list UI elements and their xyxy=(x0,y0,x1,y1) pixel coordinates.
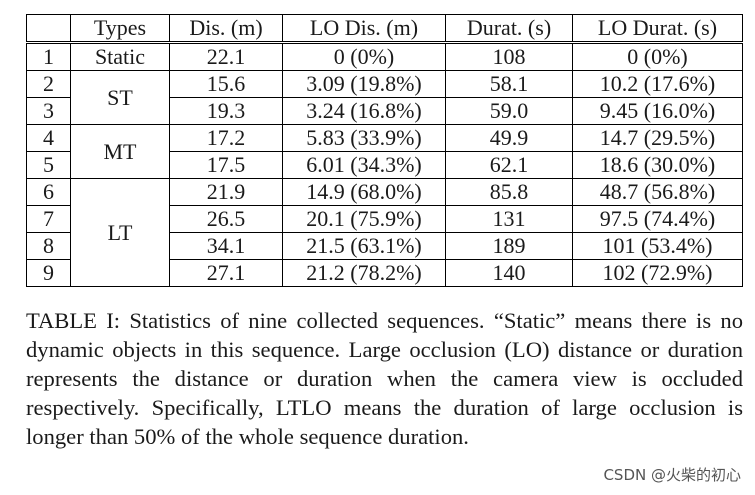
row-type: MT xyxy=(70,124,170,179)
row-distance: 17.2 xyxy=(169,124,283,152)
row-duration: 58.1 xyxy=(445,70,573,98)
row-lo-duration: 18.6 (30.0%) xyxy=(572,151,743,179)
row-lo-duration: 9.45 (16.0%) xyxy=(572,97,743,125)
row-type: ST xyxy=(70,70,170,125)
row-lo-distance: 14.9 (68.0%) xyxy=(282,178,446,206)
header-cell-types: Types xyxy=(70,14,170,43)
statistics-table: Types Dis. (m) LO Dis. (m) Durat. (s) LO… xyxy=(26,14,743,287)
row-index: 3 xyxy=(26,97,71,125)
row-index: 4 xyxy=(26,124,71,152)
row-duration: 189 xyxy=(445,232,573,260)
row-lo-distance: 20.1 (75.9%) xyxy=(282,205,446,233)
row-lo-duration: 14.7 (29.5%) xyxy=(572,124,743,152)
table-row: 3 19.3 3.24 (16.8%) 59.0 9.45 (16.0%) xyxy=(26,97,743,125)
table-row: 8 34.1 21.5 (63.1%) 189 101 (53.4%) xyxy=(26,232,743,260)
row-duration: 131 xyxy=(445,205,573,233)
header-cell-distance: Dis. (m) xyxy=(169,14,283,43)
row-distance: 34.1 xyxy=(169,232,283,260)
row-lo-distance: 6.01 (34.3%) xyxy=(282,151,446,179)
row-distance: 19.3 xyxy=(169,97,283,125)
row-index: 6 xyxy=(26,178,71,206)
table-row: 4 MT 17.2 5.83 (33.9%) 49.9 14.7 (29.5%) xyxy=(26,124,743,179)
header-cell-lo-duration: LO Durat. (s) xyxy=(572,14,743,43)
row-lo-distance: 21.2 (78.2%) xyxy=(282,259,446,287)
row-duration: 59.0 xyxy=(445,97,573,125)
row-lo-duration: 48.7 (56.8%) xyxy=(572,178,743,206)
header-cell-lo-distance: LO Dis. (m) xyxy=(282,14,446,43)
row-type: Static xyxy=(70,41,170,71)
row-index: 5 xyxy=(26,151,71,179)
row-index: 2 xyxy=(26,70,71,98)
row-type: LT xyxy=(70,178,170,287)
row-lo-duration: 10.2 (17.6%) xyxy=(572,70,743,98)
row-distance: 17.5 xyxy=(169,151,283,179)
table-row: 7 26.5 20.1 (75.9%) 131 97.5 (74.4%) xyxy=(26,205,743,233)
table-row: 1 Static 22.1 0 (0%) 108 0 (0%) xyxy=(26,41,743,71)
row-lo-duration: 101 (53.4%) xyxy=(572,232,743,260)
row-distance: 22.1 xyxy=(169,41,283,71)
row-duration: 85.8 xyxy=(445,178,573,206)
row-lo-distance: 3.09 (19.8%) xyxy=(282,70,446,98)
row-index: 7 xyxy=(26,205,71,233)
row-lo-distance: 3.24 (16.8%) xyxy=(282,97,446,125)
row-index: 1 xyxy=(26,41,71,71)
table-caption: TABLE I: Statistics of nine collected se… xyxy=(26,308,743,449)
row-duration: 140 xyxy=(445,259,573,287)
table-row: 6 LT 21.9 14.9 (68.0%) 85.8 48.7 (56.8%) xyxy=(26,178,743,287)
table-row: 9 27.1 21.2 (78.2%) 140 102 (72.9%) xyxy=(26,259,743,287)
row-duration: 49.9 xyxy=(445,124,573,152)
table-row: 2 ST 15.6 3.09 (19.8%) 58.1 10.2 (17.6%) xyxy=(26,70,743,125)
table-header-row: Types Dis. (m) LO Dis. (m) Durat. (s) LO… xyxy=(26,14,743,43)
header-cell-index xyxy=(26,14,71,43)
row-lo-duration: 102 (72.9%) xyxy=(572,259,743,287)
row-distance: 21.9 xyxy=(169,178,283,206)
row-lo-duration: 97.5 (74.4%) xyxy=(572,205,743,233)
row-distance: 26.5 xyxy=(169,205,283,233)
row-duration: 62.1 xyxy=(445,151,573,179)
watermark-text: CSDN @火柴的初心 xyxy=(603,466,741,484)
row-index: 8 xyxy=(26,232,71,260)
row-lo-distance: 21.5 (63.1%) xyxy=(282,232,446,260)
row-index: 9 xyxy=(26,259,71,287)
row-distance: 15.6 xyxy=(169,70,283,98)
row-lo-distance: 5.83 (33.9%) xyxy=(282,124,446,152)
row-distance: 27.1 xyxy=(169,259,283,287)
row-lo-distance: 0 (0%) xyxy=(282,41,446,71)
row-duration: 108 xyxy=(445,41,573,71)
header-cell-duration: Durat. (s) xyxy=(445,14,573,43)
row-lo-duration: 0 (0%) xyxy=(572,41,743,71)
